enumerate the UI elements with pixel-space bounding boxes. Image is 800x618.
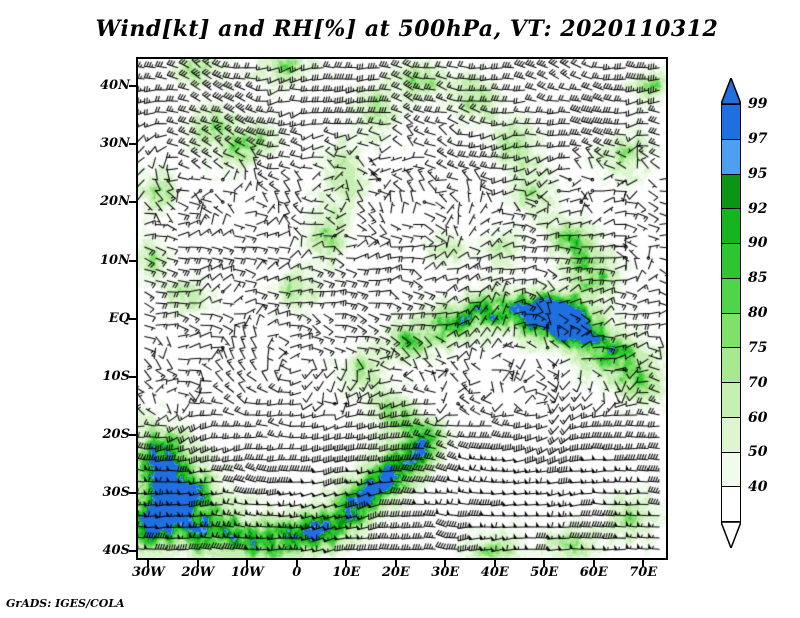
lon-tick-mark bbox=[642, 560, 645, 567]
colorbar-tick-label: 99 bbox=[748, 96, 768, 112]
colorbar-band[interactable] bbox=[722, 313, 740, 349]
lon-tick-label: 10W bbox=[230, 565, 264, 580]
colorbar-tick-label: 70 bbox=[748, 374, 768, 391]
lon-tick-label: 20W bbox=[181, 565, 215, 580]
lat-tick-mark bbox=[129, 433, 136, 436]
lat-tick-label: 10S bbox=[102, 368, 130, 384]
lat-tick-label: 20N bbox=[100, 194, 130, 210]
colorbar-tick-label: 90 bbox=[748, 235, 768, 252]
lat-tick-mark bbox=[129, 201, 136, 204]
lon-tick-label: 0 bbox=[292, 565, 302, 580]
colorbar-under-arrow-icon bbox=[721, 522, 741, 548]
lon-tick-label: 70E bbox=[629, 565, 658, 580]
colorbar-band[interactable] bbox=[722, 417, 740, 453]
lon-tick-mark bbox=[592, 560, 595, 567]
colorbar-tick-label: 97 bbox=[748, 130, 768, 147]
colorbar-band[interactable] bbox=[722, 383, 740, 418]
wind-barb-layer bbox=[136, 57, 668, 560]
colorbar-tick-label: 50 bbox=[748, 444, 768, 461]
lat-tick-label: EQ bbox=[108, 310, 130, 326]
colorbar-tick-label: 75 bbox=[748, 339, 768, 356]
lon-tick-label: 40E bbox=[480, 565, 509, 580]
lat-tick-mark bbox=[129, 259, 136, 262]
lat-tick-mark bbox=[129, 85, 136, 88]
footer-credit: GrADS: IGES/COLA bbox=[6, 597, 125, 610]
lon-tick-mark bbox=[246, 560, 249, 567]
lat-tick-label: 20S bbox=[102, 426, 130, 442]
colorbar-band[interactable] bbox=[722, 174, 740, 210]
lon-tick-label: 50E bbox=[530, 565, 559, 580]
lon-tick-mark bbox=[196, 560, 199, 567]
lon-tick-mark bbox=[444, 560, 447, 567]
colorbar-tick-label: 95 bbox=[748, 165, 768, 182]
colorbar-tick-label: 92 bbox=[748, 200, 768, 217]
lon-tick-mark bbox=[493, 560, 496, 567]
colorbar-tick-label: 85 bbox=[748, 270, 768, 287]
colorbar-band[interactable] bbox=[722, 105, 740, 140]
lon-tick-label: 60E bbox=[579, 565, 608, 580]
lat-tick-label: 40S bbox=[102, 543, 130, 559]
colorbar-band[interactable] bbox=[722, 244, 740, 279]
lon-tick-mark bbox=[295, 560, 298, 567]
colorbar-band[interactable] bbox=[722, 139, 740, 175]
lat-tick-mark bbox=[129, 375, 136, 378]
lat-tick-mark bbox=[129, 550, 136, 553]
colorbar-over-arrow-icon bbox=[721, 78, 741, 104]
lat-tick-label: 10N bbox=[100, 252, 130, 268]
lon-tick-mark bbox=[147, 560, 150, 567]
colorbar-tick-label: 80 bbox=[748, 305, 768, 321]
lon-tick-label: 30E bbox=[431, 565, 460, 580]
lon-tick-mark bbox=[394, 560, 397, 567]
lat-tick-label: 30S bbox=[102, 485, 130, 501]
colorbar-tick-label: 40 bbox=[748, 479, 768, 496]
colorbar-band[interactable] bbox=[722, 452, 740, 488]
page-title: Wind[kt] and RH[%] at 500hPa, VT: 202011… bbox=[95, 16, 719, 42]
lat-tick-label: 40N bbox=[100, 78, 130, 94]
lat-tick-mark bbox=[129, 317, 136, 320]
colorbar-tick-label: 60 bbox=[748, 409, 768, 426]
colorbar-band[interactable] bbox=[722, 487, 740, 521]
colorbar[interactable]: 40 50 60 70 75 80 85 90 92 95 97 99 bbox=[718, 78, 767, 548]
colorbar-band[interactable] bbox=[722, 348, 740, 383]
map-plot-area[interactable] bbox=[136, 57, 668, 560]
lon-tick-label: 20E bbox=[381, 565, 410, 580]
lon-tick-label: 30W bbox=[132, 565, 165, 580]
lon-tick-mark bbox=[345, 560, 348, 567]
lat-tick-mark bbox=[129, 492, 136, 495]
lon-tick-mark bbox=[543, 560, 546, 567]
colorbar-band[interactable] bbox=[722, 209, 740, 244]
lat-tick-label: 30N bbox=[100, 136, 130, 152]
lon-tick-label: 10E bbox=[332, 565, 361, 580]
lat-tick-mark bbox=[129, 143, 136, 146]
colorbar-band[interactable] bbox=[722, 278, 740, 314]
colorbar-bands[interactable] bbox=[721, 104, 741, 522]
